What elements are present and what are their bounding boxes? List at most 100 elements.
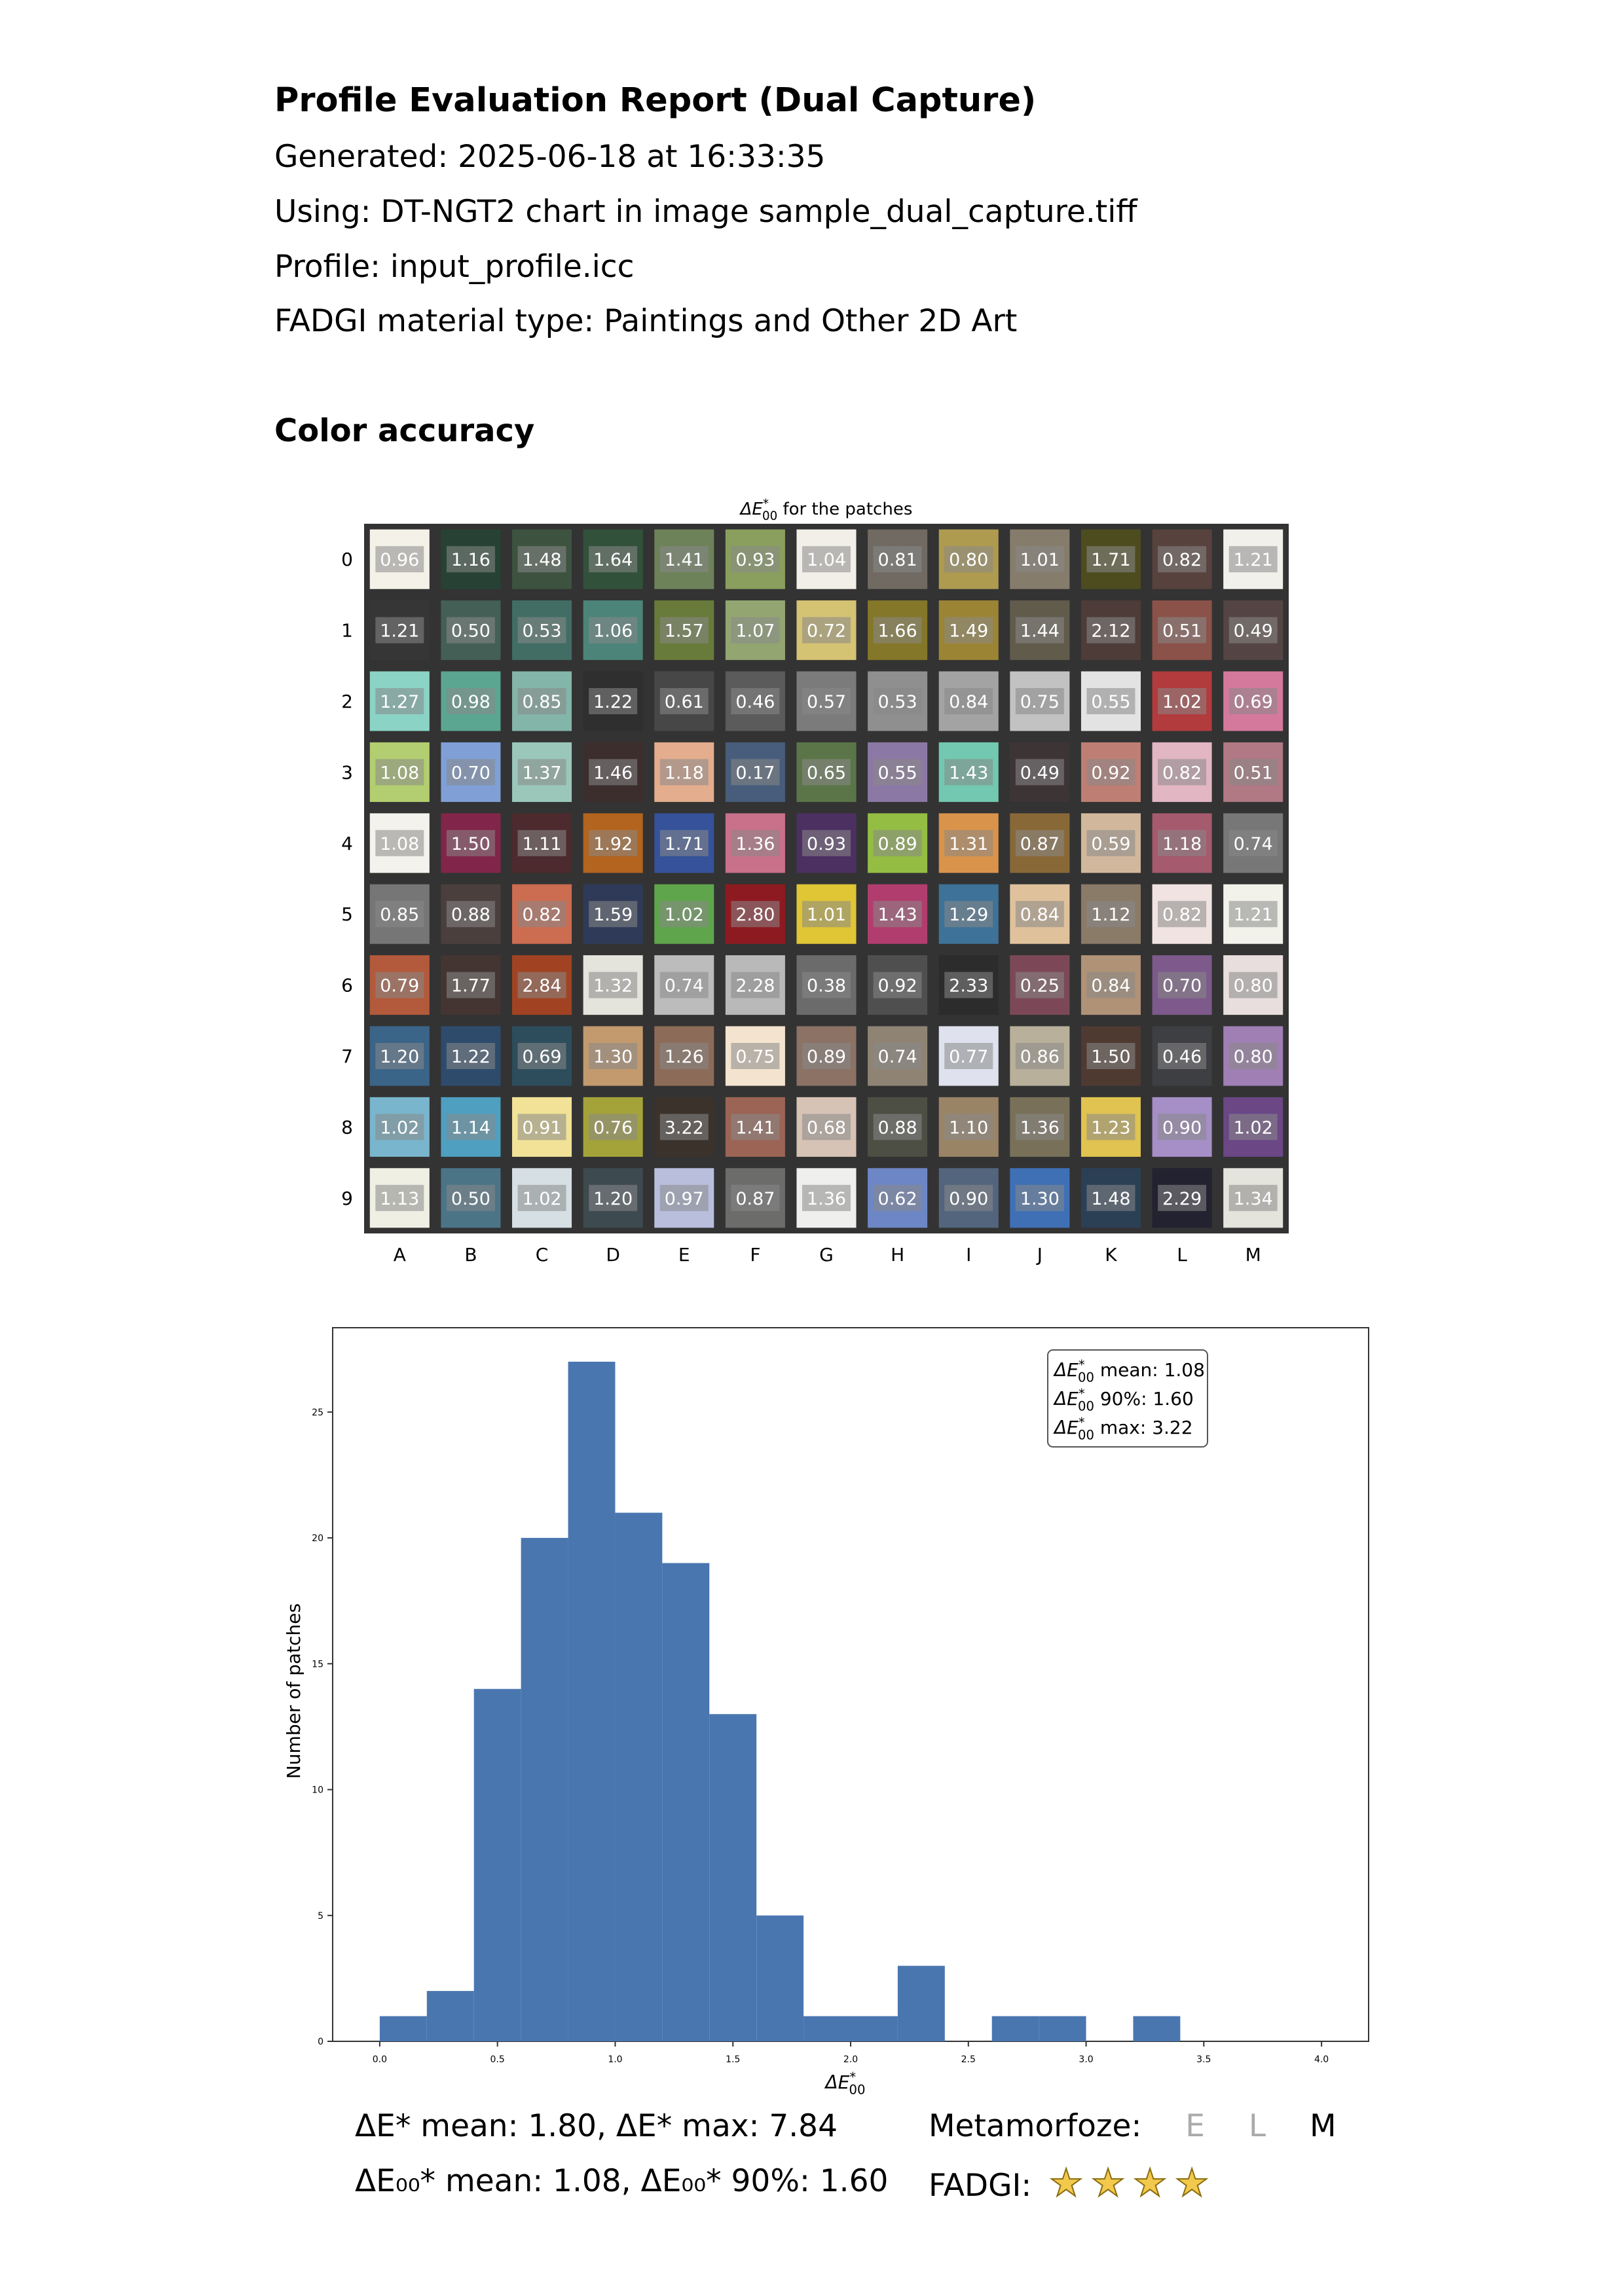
patch-label-box	[589, 546, 638, 573]
patch-value-label: 1.46	[593, 763, 633, 783]
patch-value-label: 0.90	[1162, 1118, 1202, 1138]
patch-label-box	[589, 1114, 638, 1140]
patch-value-label: 0.97	[665, 1189, 704, 1209]
patch-label-box	[1228, 759, 1278, 786]
row-tick-label: 2	[341, 691, 353, 712]
patch-value-label: 1.36	[1020, 1118, 1060, 1138]
star-icon: ★	[1132, 2160, 1168, 2206]
patch-label-box	[446, 546, 495, 573]
patch-value-label: 1.71	[665, 834, 704, 854]
patch-label-box	[944, 1114, 993, 1140]
histogram-bar	[991, 2016, 1039, 2041]
patch-label-box	[802, 1043, 851, 1069]
patch-value-label: 1.50	[1091, 1047, 1130, 1067]
patch-value-label: 0.80	[949, 550, 988, 570]
patch-value-label: 0.62	[878, 1189, 917, 1209]
y-tick-label: 0	[318, 2037, 323, 2047]
patch-value-label: 2.33	[949, 976, 988, 996]
column-tick-label: E	[678, 1244, 690, 1266]
patch-value-label: 1.02	[1234, 1118, 1273, 1138]
column-tick-label: H	[891, 1244, 904, 1266]
patch-value-label: 1.01	[807, 905, 846, 925]
patch-value-label: 0.74	[665, 976, 704, 996]
patch-label-box	[1158, 1114, 1207, 1140]
y-tick-label: 15	[312, 1659, 323, 1669]
patch-value-label: 0.77	[949, 1047, 988, 1067]
histogram-bar	[473, 1688, 521, 2041]
patch-label-box	[1015, 759, 1064, 786]
patch-value-label: 0.92	[1091, 763, 1130, 783]
patch-label-box	[1086, 972, 1135, 998]
stats-legend-line: ΔE* 00 max: 3.22	[1053, 1415, 1193, 1443]
column-tick-label: M	[1246, 1244, 1261, 1266]
patch-value-label: 1.12	[1091, 905, 1130, 925]
patch-value-label: 1.04	[807, 550, 846, 570]
patch-label-box	[589, 972, 638, 998]
patch-label-box	[659, 688, 709, 714]
patch-value-label: 1.26	[665, 1047, 704, 1067]
patch-label-box	[802, 972, 851, 998]
patch-value-label: 1.49	[949, 621, 988, 642]
patch-value-label: 1.13	[380, 1189, 419, 1209]
patch-label-box	[659, 829, 709, 856]
histogram-bar	[568, 1361, 616, 2041]
stats-legend-box	[1047, 1349, 1208, 1448]
histogram-bar	[615, 1512, 663, 2041]
patch-value-label: 1.71	[1091, 550, 1130, 570]
patch-label-box	[802, 546, 851, 573]
patch-label-box	[1228, 1043, 1278, 1069]
patch-value-label: 0.96	[380, 550, 419, 570]
patch-label-box	[944, 972, 993, 998]
patch-label-box	[659, 972, 709, 998]
patch-label-box	[873, 759, 922, 786]
row-tick-label: 7	[341, 1046, 353, 1067]
patch-value-label: 0.55	[1091, 692, 1130, 712]
patch-value-label: 0.80	[1234, 1047, 1273, 1067]
patch-label-box	[1158, 1184, 1207, 1211]
row-tick-label: 4	[341, 833, 353, 854]
patch-label-box	[1086, 901, 1135, 928]
material-line: FADGI material type: Paintings and Other…	[274, 303, 1018, 339]
patch-label-box	[446, 829, 495, 856]
patch-label-box	[731, 972, 780, 998]
patch-value-label: 1.31	[949, 834, 988, 854]
patch-value-label: 1.02	[665, 905, 704, 925]
patch-label-box	[731, 1043, 780, 1069]
patch-label-box	[517, 972, 566, 998]
patch-value-label: 0.70	[1162, 976, 1202, 996]
patch-value-label: 0.69	[522, 1047, 561, 1067]
y-axis-label: Number of patches	[283, 1603, 304, 1779]
patch-label-box	[1086, 617, 1135, 644]
patch-label-box	[802, 688, 851, 714]
patch-label-box	[1015, 1114, 1064, 1140]
patch-value-label: 1.20	[380, 1047, 419, 1067]
x-tick-label: 2.5	[961, 2054, 976, 2065]
patch-value-label: 2.80	[735, 905, 775, 925]
delta-e00-summary: ΔE₀₀* mean: 1.08, ΔE₀₀* 90%: 1.60	[355, 2163, 889, 2199]
patch-label-box	[1086, 546, 1135, 573]
patch-label-box	[375, 972, 424, 998]
patch-label-box	[375, 829, 424, 856]
patch-value-label: 0.91	[522, 1118, 561, 1138]
patch-label-box	[375, 1184, 424, 1211]
patch-label-box	[1158, 901, 1207, 928]
patch-label-box	[1158, 759, 1207, 786]
patch-label-box	[517, 759, 566, 786]
patch-label-box	[731, 617, 780, 644]
patch-value-label: 1.10	[949, 1118, 988, 1138]
patch-label-box	[1158, 972, 1207, 998]
patch-label-box	[1015, 1043, 1064, 1069]
row-tick-label: 1	[341, 620, 353, 642]
patch-label-box	[1086, 688, 1135, 714]
patch-value-label: 0.80	[1234, 976, 1273, 996]
patch-value-label: 1.27	[380, 692, 419, 712]
patch-value-label: 0.93	[735, 550, 775, 570]
patch-label-box	[731, 1114, 780, 1140]
patch-label-box	[1015, 972, 1064, 998]
patch-label-box	[802, 1184, 851, 1211]
patch-value-label: 0.57	[807, 692, 846, 712]
patch-label-box	[375, 617, 424, 644]
patch-value-label: 0.75	[1020, 692, 1060, 712]
histogram-bar	[851, 2016, 898, 2041]
patch-label-box	[731, 1184, 780, 1211]
